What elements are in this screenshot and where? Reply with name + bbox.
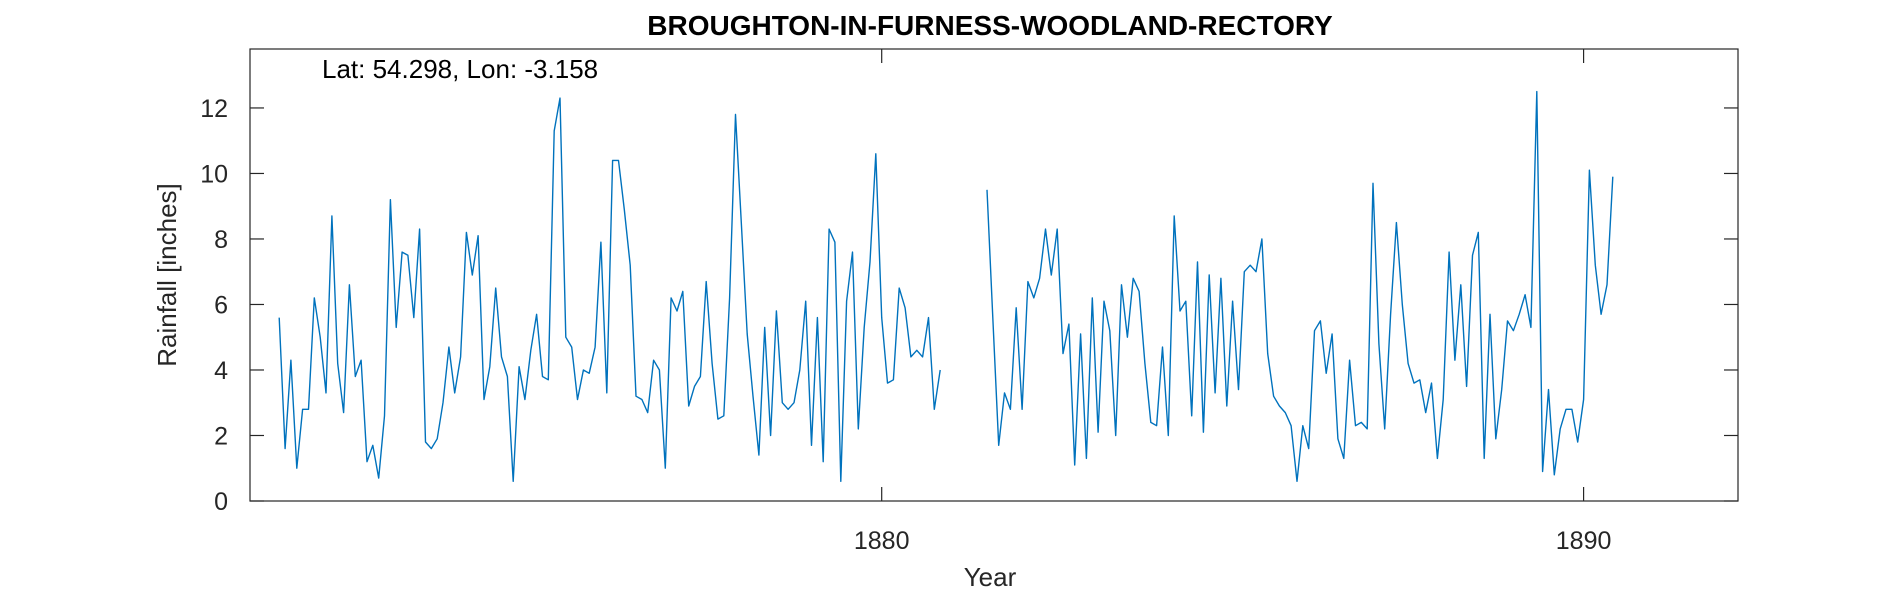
y-tick-label: 2 (214, 422, 228, 450)
tick-labels: 0 2 4 6 8 10 12 1880 1890 (200, 95, 1611, 555)
rainfall-series-segments (986, 90, 1614, 482)
y-tick-label: 10 (200, 160, 228, 188)
y-tick-label: 0 (214, 488, 228, 516)
chart-title: BROUGHTON-IN-FURNESS-WOODLAND-RECTORY (647, 10, 1333, 41)
rainfall-series-line (278, 97, 941, 482)
y-tick-label: 12 (200, 95, 228, 123)
x-axis-label: Year (964, 562, 1017, 591)
rainfall-series-line (986, 90, 1614, 482)
axis-ticks (250, 49, 1738, 502)
y-axis-label: Rainfall [inches] (152, 183, 182, 367)
x-tick-label: 1880 (854, 527, 910, 555)
y-tick-label: 8 (214, 226, 228, 254)
station-coordinates: Lat: 54.298, Lon: -3.158 (322, 54, 598, 84)
y-tick-label: 6 (214, 291, 228, 319)
y-tick-label: 4 (214, 357, 228, 385)
x-tick-label: 1890 (1556, 527, 1612, 555)
plot-frame (249, 48, 1739, 502)
